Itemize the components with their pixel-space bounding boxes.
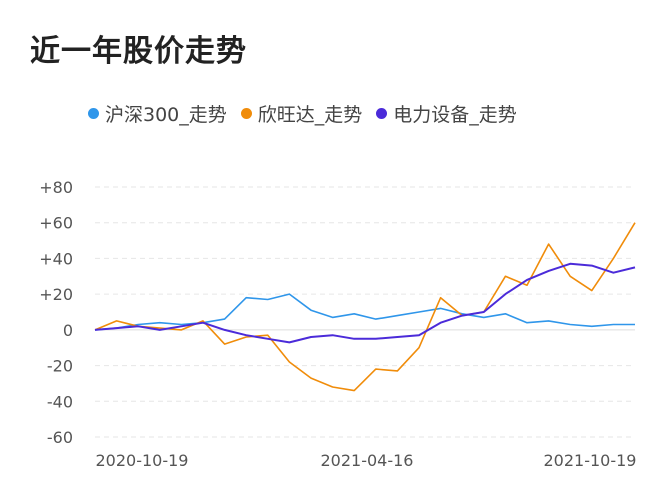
legend-marker-xinwangda xyxy=(240,108,252,119)
series-line-dianli xyxy=(94,262,636,344)
legend-label-xinwangda: 欣旺达_走势 xyxy=(257,104,363,126)
chart-title: 近一年股价走势 xyxy=(30,34,247,69)
legend-item-dianli[interactable]: 电力设备_走势 xyxy=(376,100,517,127)
y-tick-label: +20 xyxy=(39,285,73,304)
legend-marker-dianli xyxy=(376,108,388,119)
legend-marker-hs300 xyxy=(88,108,99,119)
x-tick-label: 2021-10-19 xyxy=(544,451,637,470)
x-tick-label: 2021-04-16 xyxy=(321,451,414,470)
series-line-xinwangda xyxy=(94,222,636,392)
y-tick-label: 0 xyxy=(63,321,73,340)
y-tick-label: +40 xyxy=(39,249,73,268)
y-tick-label: +60 xyxy=(39,214,73,233)
y-tick-label: +80 xyxy=(39,178,73,197)
series-line-hs300 xyxy=(94,293,635,331)
y-tick-label: -20 xyxy=(47,357,73,376)
y-tick-label: -60 xyxy=(47,428,73,447)
legend-item-hs300[interactable]: 沪深300_走势 xyxy=(88,100,227,127)
legend-label-hs300: 沪深300_走势 xyxy=(105,104,227,126)
legend-label-dianli: 电力设备_走势 xyxy=(393,104,517,126)
legend-item-xinwangda[interactable]: 欣旺达_走势 xyxy=(240,100,363,127)
y-tick-label: -40 xyxy=(47,392,73,411)
x-tick-label: 2020-10-19 xyxy=(96,451,189,470)
legend: 沪深300_走势 欣旺达_走势 电力设备_走势 xyxy=(88,100,531,127)
